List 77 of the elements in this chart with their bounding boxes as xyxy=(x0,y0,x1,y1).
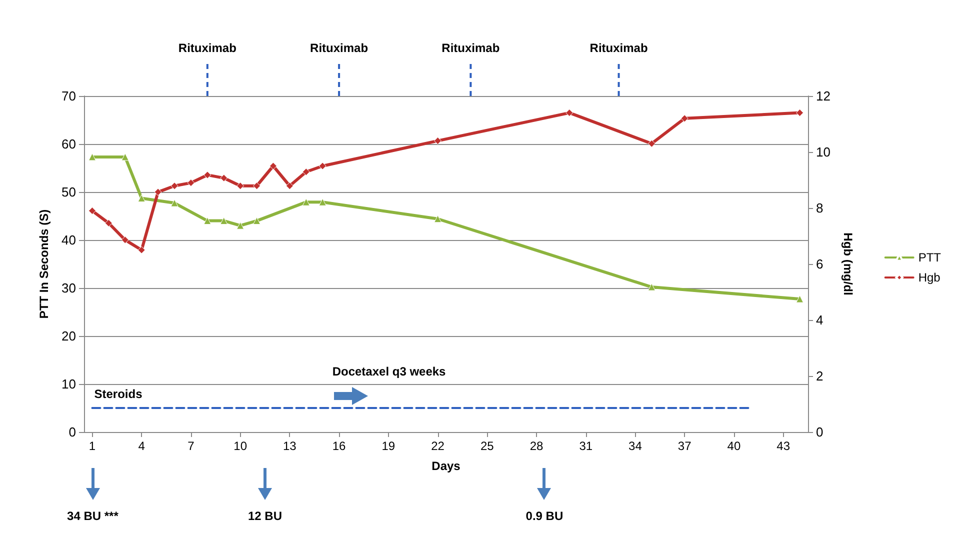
point xyxy=(138,194,146,202)
point xyxy=(154,188,162,196)
point xyxy=(434,137,442,145)
text: 12 BU xyxy=(248,509,282,523)
point xyxy=(236,182,244,190)
x-axis-title: Days xyxy=(432,459,461,473)
point xyxy=(170,199,178,207)
y2-tick-label: 2 xyxy=(816,368,824,384)
point xyxy=(121,153,129,161)
point xyxy=(236,222,244,230)
ref-line-label: Rituximab xyxy=(310,41,368,55)
point xyxy=(204,171,212,179)
legend-label: PTT xyxy=(918,250,942,264)
point xyxy=(318,198,326,206)
y-tick-label: 20 xyxy=(62,328,76,344)
y2-tick-label: 0 xyxy=(816,424,824,440)
x-tick-label: 19 xyxy=(382,439,396,453)
y2-axis-title: Hgb (mg/dl xyxy=(841,232,855,296)
point xyxy=(680,114,688,122)
ref-line-label: Rituximab xyxy=(178,41,236,55)
x-tick-label: 37 xyxy=(678,439,692,453)
ref-line-label: Rituximab xyxy=(590,41,648,55)
point xyxy=(318,162,326,170)
y2-tick-label: 10 xyxy=(816,144,830,160)
y2-tick-label: 6 xyxy=(816,256,824,272)
point xyxy=(187,179,195,187)
y-tick-label: 70 xyxy=(62,88,76,104)
x-tick-label: 31 xyxy=(579,439,593,453)
point xyxy=(220,217,228,225)
point xyxy=(302,198,310,206)
point xyxy=(286,182,294,190)
x-tick-label: 40 xyxy=(727,439,741,453)
x-tick-label: 10 xyxy=(234,439,248,453)
annotation: Docetaxel q3 weeks xyxy=(332,364,446,379)
text: 34 BU *** xyxy=(67,509,119,523)
point xyxy=(648,283,656,291)
point xyxy=(88,153,96,161)
y-tick-label: 0 xyxy=(68,424,76,440)
point xyxy=(566,109,574,117)
point xyxy=(121,236,129,244)
y-tick-label: 30 xyxy=(62,280,76,296)
y-tick-label: 40 xyxy=(62,232,76,248)
point xyxy=(302,168,310,176)
text: 0.9 BU xyxy=(526,509,564,523)
point xyxy=(170,182,178,190)
y-tick-label: 60 xyxy=(62,136,76,152)
x-tick-label: 16 xyxy=(332,439,346,453)
point xyxy=(648,140,656,148)
point xyxy=(253,182,261,190)
point xyxy=(204,217,212,225)
x-tick-label: 7 xyxy=(188,439,195,453)
x-tick-label: 4 xyxy=(138,439,146,453)
ref-line-label: Rituximab xyxy=(442,41,500,55)
point xyxy=(796,295,804,303)
x-tick-label: 25 xyxy=(480,439,494,453)
y-axis-title: PTT In Seconds (S) xyxy=(37,209,51,319)
y2-tick-label: 12 xyxy=(816,88,830,104)
y2-tick-label: 8 xyxy=(816,200,824,216)
point xyxy=(796,109,804,117)
point xyxy=(434,215,442,223)
y-tick-label: 10 xyxy=(62,376,76,392)
point xyxy=(104,219,112,227)
y2-tick-label: 4 xyxy=(816,312,824,328)
x-tick-label: 43 xyxy=(776,439,790,453)
point xyxy=(88,207,96,215)
x-tick-label: 1 xyxy=(88,439,96,453)
y-tick-label: 50 xyxy=(62,184,76,200)
point xyxy=(220,174,228,182)
legend-label: Hgb xyxy=(918,270,941,284)
point xyxy=(138,246,146,254)
x-tick-label: 34 xyxy=(628,439,642,453)
x-tick-label: 13 xyxy=(283,439,297,453)
series-label: Steroids xyxy=(94,387,143,401)
x-tick-label: 22 xyxy=(431,439,445,453)
point xyxy=(269,162,277,170)
point xyxy=(253,217,261,225)
x-tick-label: 28 xyxy=(530,439,544,453)
